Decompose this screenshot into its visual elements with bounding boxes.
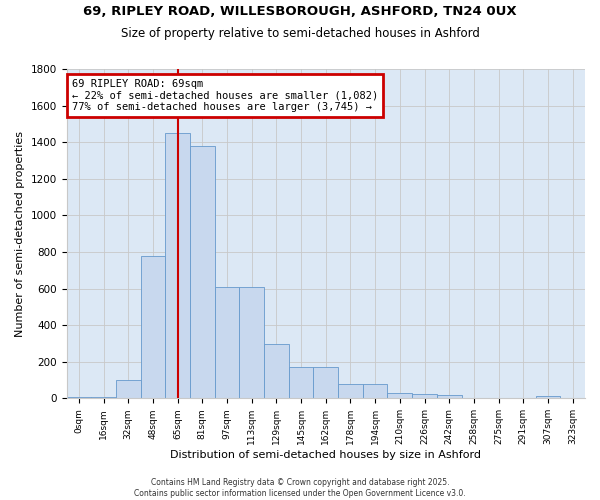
X-axis label: Distribution of semi-detached houses by size in Ashford: Distribution of semi-detached houses by … [170,450,481,460]
Bar [264,344,289,399]
Bar [91,396,116,398]
Text: Size of property relative to semi-detached houses in Ashford: Size of property relative to semi-detach… [121,28,479,40]
Bar [289,367,313,398]
Bar [536,396,560,398]
Bar [116,380,140,398]
Text: Contains HM Land Registry data © Crown copyright and database right 2025.
Contai: Contains HM Land Registry data © Crown c… [134,478,466,498]
Bar [239,286,264,399]
Bar [215,286,239,399]
Text: 69 RIPLEY ROAD: 69sqm
← 22% of semi-detached houses are smaller (1,082)
77% of s: 69 RIPLEY ROAD: 69sqm ← 22% of semi-deta… [72,79,378,112]
Text: 69, RIPLEY ROAD, WILLESBOROUGH, ASHFORD, TN24 0UX: 69, RIPLEY ROAD, WILLESBOROUGH, ASHFORD,… [83,5,517,18]
Bar [363,384,388,398]
Bar [412,394,437,398]
Bar [313,367,338,398]
Bar [165,133,190,398]
Y-axis label: Number of semi-detached properties: Number of semi-detached properties [15,130,25,336]
Bar [140,256,165,398]
Bar [338,384,363,398]
Bar [388,393,412,398]
Bar [437,394,461,398]
Bar [190,146,215,399]
